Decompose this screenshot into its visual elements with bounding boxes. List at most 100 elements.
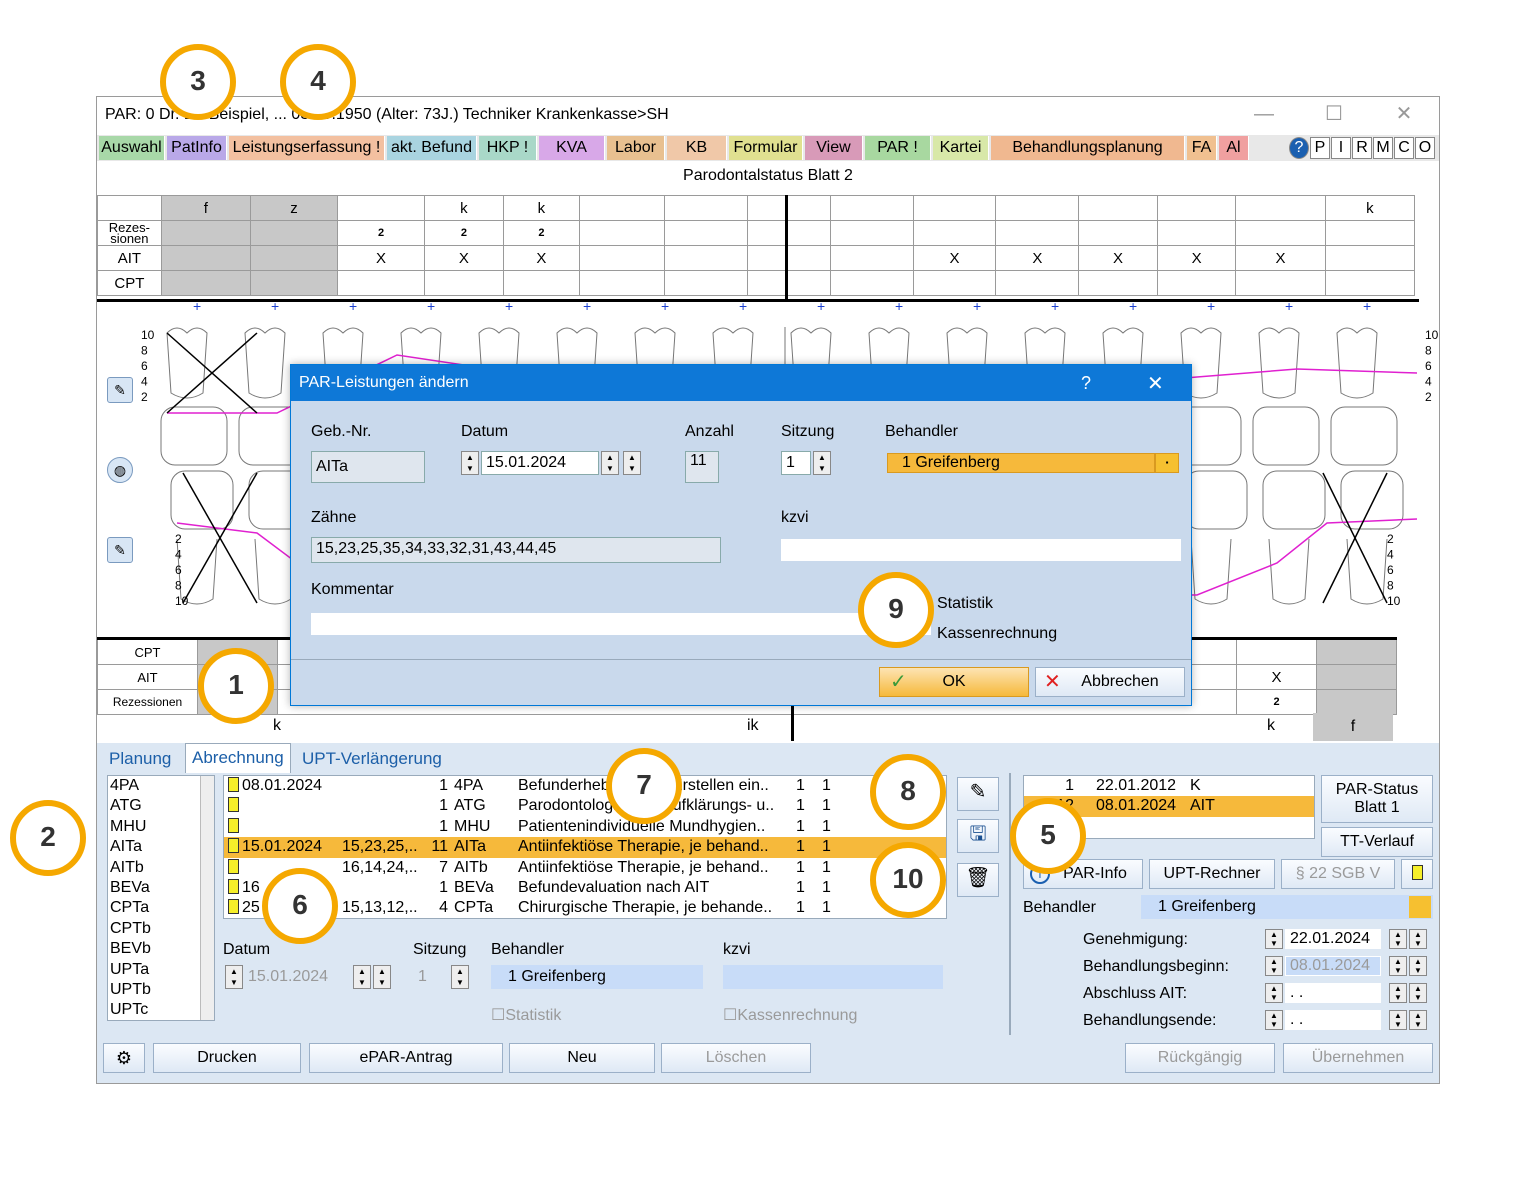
zaehne-field[interactable]: 15,23,25,35,34,33,32,31,43,44,45 <box>311 537 721 563</box>
datum-spin-right-a[interactable]: ▲ ▼ <box>353 965 371 989</box>
edit-lower-tool[interactable]: ✎ <box>107 537 133 563</box>
detail-statistik-checkbox[interactable]: ☐Statistik <box>491 1007 562 1024</box>
code-list[interactable]: 4PA ATG MHU AITa AITb BEVa CPTa CPTb BEVb UPTa UPT… <box>107 775 215 1021</box>
dialog-kzvi-select[interactable] <box>781 539 1181 561</box>
ende-spin-a[interactable]: ▲ ▼ <box>1389 1010 1407 1030</box>
dialog-behandler-dropdown-icon[interactable]: ▪ <box>1155 453 1179 473</box>
beginn-spin-left[interactable]: ▲ ▼ <box>1265 956 1283 976</box>
loeschen-button[interactable]: Löschen <box>661 1043 811 1073</box>
code-list-item[interactable]: CPTa <box>110 899 150 917</box>
quick-button[interactable]: M <box>1373 137 1393 159</box>
module-tab[interactable]: KB <box>667 136 727 160</box>
genehmigung-spin-b[interactable]: ▲ ▼ <box>1409 929 1427 949</box>
status-row[interactable]: 1 22.01.2012 K <box>1024 776 1314 796</box>
code-list-item[interactable]: UPTa <box>110 960 150 978</box>
quick-button[interactable]: R <box>1352 137 1372 159</box>
ende-field[interactable]: . . <box>1285 1010 1381 1030</box>
detail-datum-field[interactable]: 15.01.2024 <box>243 965 351 989</box>
par-info-button[interactable]: i PAR-Info <box>1023 859 1143 889</box>
dialog-datum-spin-left[interactable]: ▲ ▼ <box>461 451 479 475</box>
module-tab[interactable]: Labor <box>607 136 665 160</box>
gear-icon[interactable]: ⚙ <box>103 1043 145 1073</box>
tt-verlauf-button[interactable]: TT-Verlauf <box>1321 827 1433 857</box>
dropdown-icon[interactable] <box>1409 896 1431 918</box>
delete-record-button[interactable]: 🗑 <box>957 863 999 897</box>
sgb-button[interactable]: § 22 SGB V <box>1281 859 1395 889</box>
geb-nr-field[interactable]: AITa <box>311 451 425 483</box>
abschluss-spin-a[interactable]: ▲ ▼ <box>1389 983 1407 1003</box>
module-tab[interactable]: Kartei <box>933 136 989 160</box>
code-list-item[interactable]: 4PA <box>110 777 140 794</box>
dialog-sitzung-field[interactable]: 1 <box>781 451 811 475</box>
kommentar-field[interactable] <box>311 613 931 635</box>
module-tab[interactable]: HKP ! <box>479 136 537 160</box>
module-tab[interactable]: PAR ! <box>865 136 931 160</box>
abschluss-spin-left[interactable]: ▲ ▼ <box>1265 983 1283 1003</box>
abschluss-field[interactable]: . . <box>1285 983 1381 1003</box>
right-behandler-select[interactable]: 1 Greifenberg <box>1141 895 1433 919</box>
code-list-item[interactable]: ATG <box>110 797 142 815</box>
genehmigung-spin-left[interactable]: ▲ ▼ <box>1265 929 1283 949</box>
epar-antrag-button[interactable]: ePAR-Antrag <box>309 1043 503 1073</box>
code-list-item[interactable]: BEVb <box>110 940 151 958</box>
abschluss-spin-b[interactable]: ▲ ▼ <box>1409 983 1427 1003</box>
record-row[interactable]: 15.01.2024 15,23,25,.. 11 AITa Antiinfektiös… <box>224 837 946 858</box>
dialog-sitzung-spin[interactable]: ▲ ▼ <box>813 451 831 475</box>
upt-rechner-button[interactable]: UPT-Rechner <box>1149 859 1275 889</box>
dialog-close-button[interactable]: ✕ <box>1147 373 1164 395</box>
neu-button[interactable]: Neu <box>509 1043 655 1073</box>
sitzung-spin[interactable]: ▲ ▼ <box>451 965 469 989</box>
beginn-spin-a[interactable]: ▲ ▼ <box>1389 956 1407 976</box>
beginn-spin-b[interactable]: ▲ ▼ <box>1409 956 1427 976</box>
module-tab[interactable]: Formular <box>729 136 803 160</box>
minimize-button[interactable]: — <box>1254 103 1274 125</box>
code-list-item[interactable]: CPTb <box>110 919 151 937</box>
module-tab[interactable]: KVA <box>539 136 605 160</box>
module-tab[interactable]: akt. Befund <box>387 136 477 160</box>
code-list-item[interactable]: BEVa <box>110 878 150 896</box>
dialog-datum-field[interactable]: 15.01.2024 <box>481 451 599 475</box>
record-row[interactable]: 16 1 BEVa Befundevaluation nach AIT 1 1 <box>224 878 946 898</box>
module-tab[interactable]: View <box>805 136 863 160</box>
ende-spin-b[interactable]: ▲ ▼ <box>1409 1010 1427 1030</box>
dialog-datum-spin-b[interactable]: ▲ ▼ <box>623 451 641 475</box>
edit-record-button[interactable]: ✎ <box>957 777 999 811</box>
uebernehmen-button[interactable]: Übernehmen <box>1283 1043 1433 1073</box>
ende-spin-left[interactable]: ▲ ▼ <box>1265 1010 1283 1030</box>
code-list-item[interactable]: AITb <box>110 858 144 876</box>
document-button[interactable] <box>1401 859 1433 889</box>
ok-button[interactable]: ✓ OK <box>879 667 1029 697</box>
quick-button[interactable]: O <box>1415 137 1435 159</box>
quick-button[interactable]: I <box>1331 137 1351 159</box>
code-list-item[interactable]: MHU <box>110 817 147 835</box>
code-list-scrollbar[interactable] <box>200 776 214 1020</box>
module-tab[interactable]: FA <box>1187 136 1217 160</box>
detail-kzvi-select[interactable] <box>723 965 943 989</box>
datum-spin-right-b[interactable]: ▲ ▼ <box>373 965 391 989</box>
tab-upt-verlaengerung[interactable]: UPT-Verlängerung <box>302 749 442 768</box>
module-tab[interactable]: PatInfo <box>167 136 227 160</box>
genehmigung-field[interactable]: 22.01.2024 <box>1285 929 1381 949</box>
record-row[interactable]: 1 ATG Parodontologisches Aufklärungs- u.. 1… <box>224 796 946 816</box>
par-status-button[interactable]: PAR-Status Blatt 1 <box>1321 775 1433 823</box>
detail-sitzung-field[interactable]: 1 <box>413 965 449 989</box>
globe-tool[interactable]: ◍ <box>107 457 133 483</box>
dialog-datum-spin-a[interactable]: ▲ ▼ <box>601 451 619 475</box>
record-row[interactable]: 1 MHU Patientenindividuelle Mundhygien.. 1 1 <box>224 817 946 837</box>
edit-upper-tool[interactable]: ✎ <box>107 377 133 403</box>
quick-button[interactable]: ? <box>1289 137 1309 159</box>
detail-behandler-select[interactable]: 1 Greifenberg <box>491 965 703 989</box>
dialog-kassen-label[interactable]: Kassenrechnung <box>937 625 1058 642</box>
datum-spin-left[interactable]: ▲ ▼ <box>225 965 243 989</box>
tab-abrechnung[interactable]: Abrechnung <box>185 743 291 773</box>
dialog-behandler-select[interactable]: 1 Greifenberg <box>887 453 1155 473</box>
dialog-statistik-label[interactable]: Statistik <box>937 595 994 612</box>
code-list-item[interactable]: UPTb <box>110 980 151 998</box>
tab-planung[interactable]: Planung <box>109 749 172 768</box>
drucken-button[interactable]: Drucken <box>153 1043 301 1073</box>
code-list-item[interactable]: AITa <box>110 838 143 856</box>
save-record-button[interactable]: 🖫 <box>957 819 999 853</box>
genehmigung-spin-a[interactable]: ▲ ▼ <box>1389 929 1407 949</box>
